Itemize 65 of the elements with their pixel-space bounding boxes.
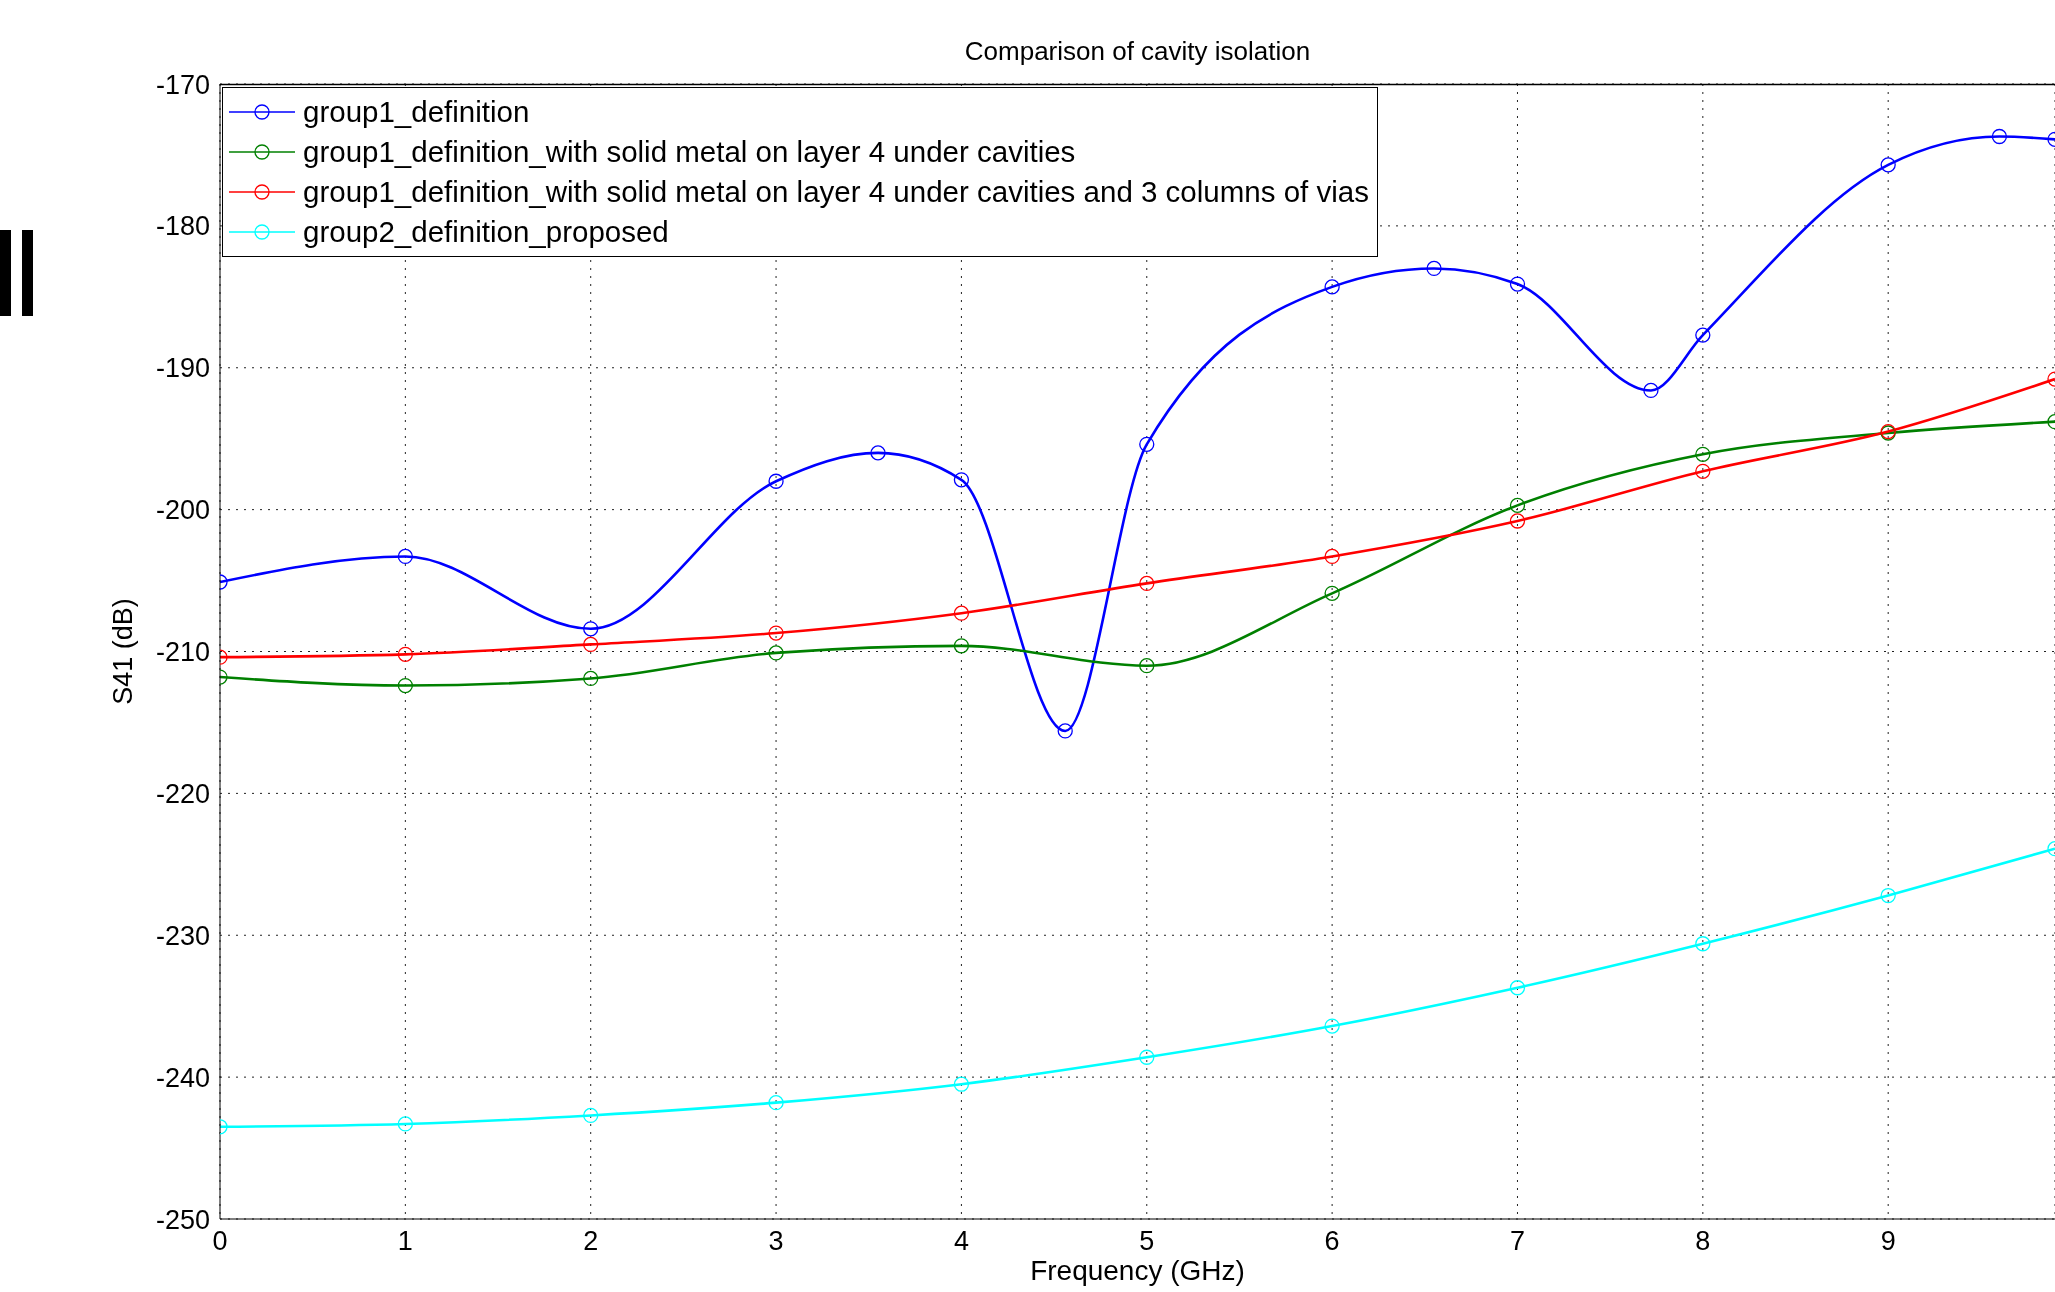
y-tick-label: -210 xyxy=(155,637,210,668)
point xyxy=(1139,1049,1155,1065)
point xyxy=(953,472,970,488)
point xyxy=(1643,382,1659,399)
y-tick-label: -230 xyxy=(155,920,210,951)
point xyxy=(1509,980,1526,996)
x-tick-label: 6 xyxy=(1324,1226,1340,1257)
legend-label: group2_definition_proposed xyxy=(303,215,669,249)
legend-label: group1_definition xyxy=(303,95,530,129)
legend-label: group1_definition_with solid metal on layer 4 under cavities xyxy=(303,135,1076,169)
point xyxy=(1880,157,1896,173)
y-tick-label: -200 xyxy=(155,495,210,526)
point xyxy=(583,621,599,637)
x-tick-label: 1 xyxy=(397,1226,413,1257)
x-axis-title: Frequency (GHz) xyxy=(1030,1255,1245,1286)
y-tick-label: -170 xyxy=(155,69,210,100)
point xyxy=(397,646,413,662)
x-tick-label: 3 xyxy=(768,1226,784,1257)
x-tick-label: 4 xyxy=(953,1226,969,1257)
point xyxy=(1695,463,1711,479)
x-tick-label: 2 xyxy=(583,1226,599,1257)
point xyxy=(1695,446,1711,462)
point xyxy=(1324,1018,1340,1034)
point xyxy=(1324,585,1340,601)
legend-label: group1_definition_with solid metal on layer 4 under cavities and 3 columns of vias xyxy=(303,175,1369,209)
point xyxy=(1509,497,1526,514)
point xyxy=(768,1095,784,1111)
point xyxy=(953,1076,970,1092)
point xyxy=(953,638,970,654)
y-axis-title: S41 (dB) xyxy=(107,598,138,705)
point xyxy=(870,445,886,461)
point xyxy=(397,1116,413,1132)
x-tick-label: 5 xyxy=(1139,1226,1155,1257)
x-tick-label: 8 xyxy=(1695,1226,1711,1257)
point xyxy=(1880,887,1896,904)
chart-title: Comparison of cavity isolation xyxy=(963,36,1312,67)
point xyxy=(1509,276,1526,292)
point xyxy=(1695,327,1711,343)
point xyxy=(768,473,784,489)
point xyxy=(1139,658,1155,674)
point xyxy=(768,645,784,661)
y-tick-label: -180 xyxy=(155,211,210,242)
x-tick-label: 0 xyxy=(212,1226,228,1257)
point xyxy=(397,677,413,694)
point xyxy=(1324,279,1340,295)
point xyxy=(1509,513,1526,529)
point xyxy=(1426,260,1442,277)
point xyxy=(1324,548,1340,565)
point xyxy=(1139,575,1155,592)
point xyxy=(768,625,784,641)
y-tick-label: -250 xyxy=(155,1204,210,1235)
point xyxy=(953,605,970,621)
x-tick-label: 7 xyxy=(1509,1226,1525,1257)
point xyxy=(583,1107,599,1124)
point xyxy=(1139,436,1155,453)
point xyxy=(1057,723,1073,739)
point xyxy=(583,636,599,653)
point xyxy=(1695,936,1711,952)
point xyxy=(397,548,413,565)
point xyxy=(583,670,599,687)
y-tick-label: -190 xyxy=(155,353,210,384)
y-tick-label: -220 xyxy=(155,778,210,809)
point xyxy=(1991,128,2008,145)
x-tick-label: 9 xyxy=(1880,1226,1896,1257)
y-tick-label: -240 xyxy=(155,1062,210,1093)
